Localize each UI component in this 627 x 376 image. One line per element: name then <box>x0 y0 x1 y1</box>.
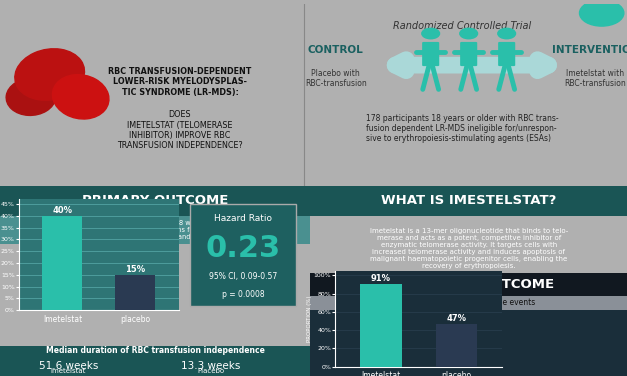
Text: PRIMARY OUTCOME: PRIMARY OUTCOME <box>82 194 228 208</box>
Text: RBC transfusion independence at 8 weeks (proportion
of patients without RBC tran: RBC transfusion independence at 8 weeks … <box>63 219 247 240</box>
FancyBboxPatch shape <box>310 273 627 296</box>
Text: p = 0.0008: p = 0.0008 <box>222 290 264 299</box>
FancyBboxPatch shape <box>0 215 310 244</box>
FancyBboxPatch shape <box>460 42 477 66</box>
Text: Safety: Grade 3-4 advserse events: Safety: Grade 3-4 advserse events <box>403 299 535 308</box>
Text: 15%: 15% <box>125 265 145 274</box>
Text: Hazard Ratio: Hazard Ratio <box>214 214 272 223</box>
Text: 40%: 40% <box>53 206 72 215</box>
Bar <box>360 284 401 367</box>
Ellipse shape <box>53 74 109 119</box>
Text: 47%: 47% <box>446 314 466 323</box>
Circle shape <box>579 0 624 26</box>
Text: 95% CI, 0.09-0.57: 95% CI, 0.09-0.57 <box>209 273 277 281</box>
Text: 0.23: 0.23 <box>206 233 280 262</box>
FancyBboxPatch shape <box>189 204 297 306</box>
Circle shape <box>460 28 478 39</box>
FancyBboxPatch shape <box>0 346 310 376</box>
Text: Randomized Controlled Trial: Randomized Controlled Trial <box>393 21 532 30</box>
Text: INTERVENTION: INTERVENTION <box>552 45 627 55</box>
Text: Median duration of RBC transfusion independence: Median duration of RBC transfusion indep… <box>46 346 265 355</box>
FancyBboxPatch shape <box>310 273 627 376</box>
Text: 13.3 weeks: 13.3 weeks <box>181 361 241 371</box>
Bar <box>43 216 82 310</box>
Text: WHAT IS IMESTELSTAT?: WHAT IS IMESTELSTAT? <box>381 194 556 208</box>
FancyBboxPatch shape <box>310 186 627 215</box>
Y-axis label: PROPORTION (%): PROPORTION (%) <box>307 296 312 342</box>
Text: Imetelstat: Imetelstat <box>51 368 86 374</box>
Text: RBC TRANSFUSION-DEPENDENT
LOWER-RISK MYELODYSPLAS-
TIC SYNDROME (LR-MDS):: RBC TRANSFUSION-DEPENDENT LOWER-RISK MYE… <box>108 67 251 97</box>
Circle shape <box>422 28 440 39</box>
FancyBboxPatch shape <box>422 42 440 66</box>
Circle shape <box>498 28 515 39</box>
Bar <box>115 275 155 310</box>
FancyBboxPatch shape <box>498 42 515 66</box>
Ellipse shape <box>6 78 56 115</box>
Text: Placebo with
RBC-transfusion: Placebo with RBC-transfusion <box>305 68 367 88</box>
Text: Imetelstat with
RBC-transfusion: Imetelstat with RBC-transfusion <box>564 68 626 88</box>
Text: SECONDARY OUTCOME: SECONDARY OUTCOME <box>384 278 554 291</box>
Text: 91%: 91% <box>371 274 391 283</box>
Bar <box>436 324 477 367</box>
Text: DOES
IMETELSTAT (TELOMERASE
INHIBITOR) IMPROVE RBC
TRANSFUSION INDEPENDENCE?: DOES IMETELSTAT (TELOMERASE INHIBITOR) I… <box>117 110 243 150</box>
FancyBboxPatch shape <box>310 296 627 309</box>
Text: Imetelstat is a 13-mer oligonucleotide that binds to telo-
merase and acts as a : Imetelstat is a 13-mer oligonucleotide t… <box>369 228 568 269</box>
Ellipse shape <box>15 49 85 100</box>
Text: 51.6 weeks: 51.6 weeks <box>39 361 98 371</box>
Text: 178 participants 18 years or older with RBC trans-
fusion dependent LR-MDS ineli: 178 participants 18 years or older with … <box>366 114 559 143</box>
FancyBboxPatch shape <box>0 186 310 215</box>
Text: CONTROL: CONTROL <box>308 45 364 55</box>
Text: Placebo: Placebo <box>198 368 224 374</box>
